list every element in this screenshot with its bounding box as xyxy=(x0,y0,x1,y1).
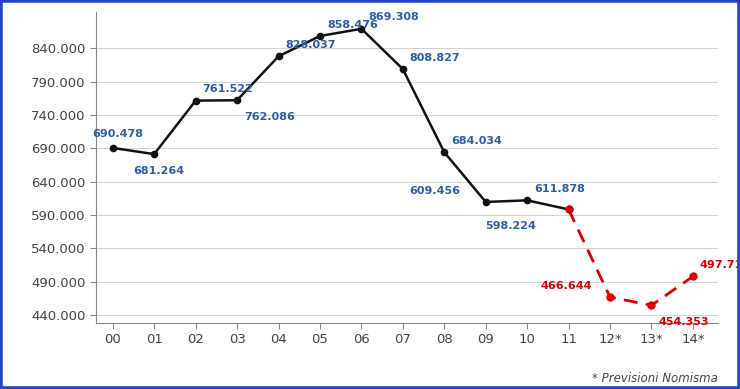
Text: 466.644: 466.644 xyxy=(541,281,592,291)
Text: 869.308: 869.308 xyxy=(369,12,419,23)
Text: 598.224: 598.224 xyxy=(485,221,536,231)
Text: 684.034: 684.034 xyxy=(451,136,502,146)
Text: 828.037: 828.037 xyxy=(286,40,336,50)
Text: 858.476: 858.476 xyxy=(327,20,378,30)
Text: 454.353: 454.353 xyxy=(659,317,709,327)
Text: 611.878: 611.878 xyxy=(534,184,585,194)
Text: 681.264: 681.264 xyxy=(133,166,184,175)
Text: 762.086: 762.086 xyxy=(244,112,295,122)
Text: 497.713: 497.713 xyxy=(700,260,740,270)
Text: 761.522: 761.522 xyxy=(203,84,253,94)
Text: 690.478: 690.478 xyxy=(92,129,143,139)
Text: * Previsioni Nomisma: * Previsioni Nomisma xyxy=(592,372,718,385)
Text: 609.456: 609.456 xyxy=(409,186,460,196)
Text: 808.827: 808.827 xyxy=(410,53,460,63)
